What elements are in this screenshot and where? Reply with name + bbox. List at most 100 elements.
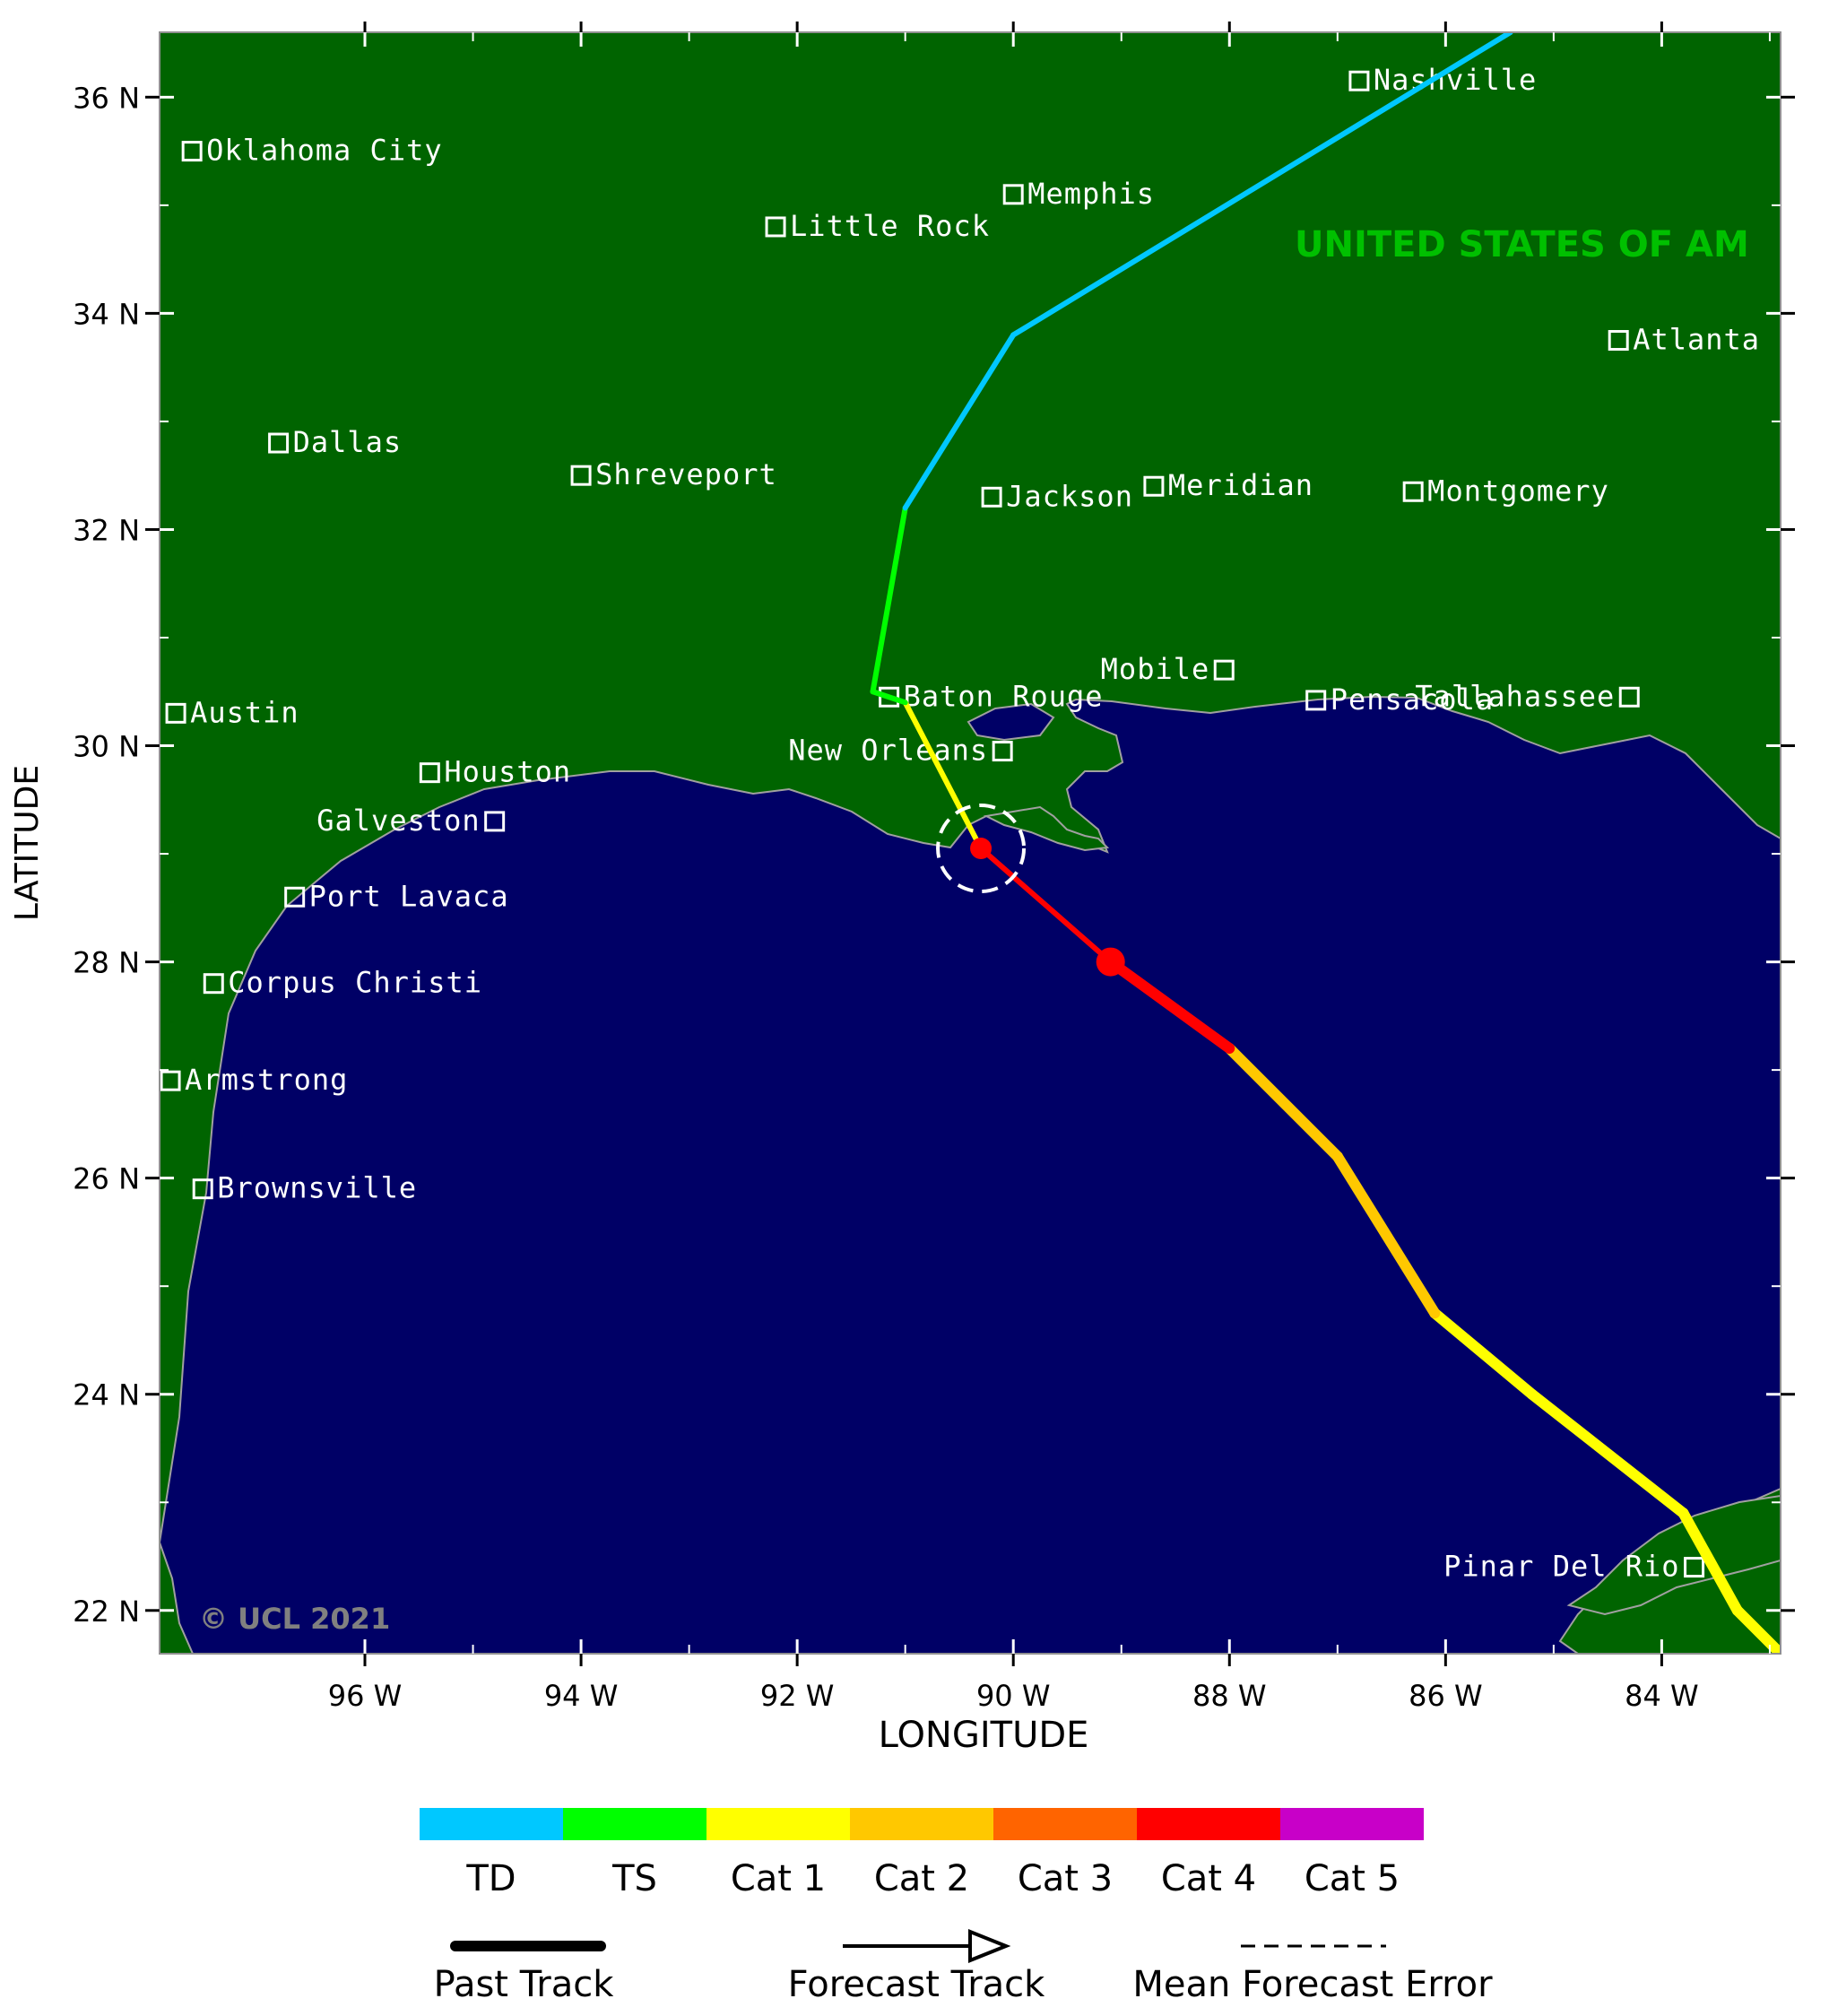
- city-label: Jackson: [1006, 479, 1133, 513]
- mexico-coast: [160, 1542, 195, 1654]
- city-label: Brownsville: [217, 1171, 417, 1205]
- city-marker: Corpus Christi: [203, 966, 482, 1000]
- past-track-segment: [1105, 956, 1235, 1055]
- city-marker: Port Lavaca: [284, 879, 509, 913]
- city-square-icon: [160, 1070, 181, 1091]
- legend-swatch: [1137, 1808, 1280, 1840]
- city-square-icon: [1618, 686, 1640, 708]
- city-marker: Jackson: [981, 479, 1133, 513]
- y-axis-title: LATITUDE: [9, 765, 46, 921]
- city-marker: New Orleans: [788, 734, 1013, 768]
- city-square-icon: [484, 811, 506, 832]
- lat-tick-label: 32 N: [73, 513, 140, 547]
- lon-tick-label: 96 W: [328, 1679, 403, 1713]
- city-marker: Baton Rouge: [879, 679, 1104, 713]
- forecast-position-marker: [970, 838, 993, 860]
- city-label: Atlanta: [1633, 323, 1760, 357]
- lon-tick-label: 84 W: [1625, 1679, 1699, 1713]
- legend-swatch: [850, 1808, 993, 1840]
- map-panel: UNITED STATES OF AM Nashville Oklahoma Ci…: [160, 32, 1781, 1654]
- lon-tick-label: 92 W: [760, 1679, 835, 1713]
- city-label: Oklahoma City: [206, 134, 442, 168]
- city-marker: Armstrong: [160, 1063, 348, 1097]
- lat-tick-label: 30 N: [73, 730, 140, 764]
- legend-label: Cat 3: [1018, 1858, 1113, 1899]
- city-label: Armstrong: [185, 1063, 348, 1097]
- city-label: Mobile: [1101, 652, 1210, 686]
- current-position-marker: [1096, 947, 1125, 977]
- city-square-icon: [1684, 1557, 1705, 1578]
- track-legend: Past Track Forecast Track Mean Forecast …: [434, 1929, 1493, 2005]
- city-label: Austin: [190, 695, 299, 729]
- city-label: New Orleans: [788, 734, 988, 768]
- past-track-segment: [1331, 1151, 1441, 1319]
- city-label: Corpus Christi: [228, 966, 482, 1000]
- city-square-icon: [192, 1178, 213, 1200]
- forecast-arrow-icon: [968, 1929, 1011, 1963]
- city-label: Pensacola: [1331, 682, 1494, 717]
- lon-tick-label: 86 W: [1409, 1679, 1483, 1713]
- city-square-icon: [1213, 659, 1235, 681]
- lat-tick-label: 22 N: [73, 1595, 140, 1629]
- city-label: Port Lavaca: [309, 879, 509, 913]
- city-label: Montgomery: [1427, 474, 1609, 508]
- city-label: Memphis: [1027, 177, 1155, 211]
- lon-tick-label: 88 W: [1192, 1679, 1267, 1713]
- cities-layer: Nashville Oklahoma City Memphis Little Rock…: [160, 63, 1760, 1584]
- city-square-icon: [203, 973, 224, 995]
- city-square-icon: [992, 741, 1013, 762]
- city-marker: Galveston: [316, 804, 506, 838]
- mean-forecast-error-circle: [936, 804, 1027, 894]
- forecast-track-segment: [870, 689, 908, 706]
- forecast-track-segment: [870, 505, 908, 695]
- forecast-track-segment: [1010, 32, 1513, 338]
- past-track-segment: [1429, 1308, 1538, 1400]
- past-track-segment: [1677, 1508, 1743, 1616]
- past-track-label: Past Track: [434, 1964, 615, 2005]
- city-label: Galveston: [316, 804, 480, 838]
- city-marker: Montgomery: [1402, 474, 1609, 508]
- city-label: Houston: [444, 755, 571, 789]
- city-square-icon: [765, 216, 786, 238]
- track-layer: [870, 32, 1781, 1654]
- lon-tick-label: 94 W: [544, 1679, 619, 1713]
- copyright: © UCL 2021: [199, 1602, 390, 1636]
- forecast-track-segment: [978, 846, 1114, 965]
- country-label: UNITED STATES OF AM: [1295, 224, 1749, 265]
- city-marker: Mobile: [1101, 652, 1235, 686]
- city-marker: Brownsville: [192, 1171, 417, 1205]
- city-square-icon: [284, 886, 306, 908]
- x-axis-title: LONGITUDE: [879, 1715, 1089, 1756]
- city-label: Baton Rouge: [904, 679, 1104, 713]
- forecast-track-label: Forecast Track: [788, 1964, 1045, 2005]
- past-track-segment: [1224, 1043, 1343, 1162]
- legend-swatch: [420, 1808, 563, 1840]
- city-marker: Oklahoma City: [181, 134, 442, 168]
- legend-swatch: [563, 1808, 706, 1840]
- city-square-icon: [1002, 184, 1024, 205]
- lon-tick-label: 90 W: [976, 1679, 1051, 1713]
- city-marker: Nashville: [1348, 63, 1536, 97]
- city-marker: Tallahassee: [1415, 679, 1640, 713]
- legend-swatch: [1280, 1808, 1424, 1840]
- axes-layer: 36 N 34 N 32 N 30 N 28 N 26 N 24 N 22 N 96 W 94 W…: [73, 22, 1795, 1720]
- city-square-icon: [879, 686, 900, 708]
- legend: TD TS Cat 1 Cat 2 Cat 3 Cat 4 Cat 5: [420, 1808, 1424, 1899]
- legend-label: TD: [465, 1858, 516, 1899]
- city-label: Little Rock: [790, 209, 990, 243]
- city-label: Dallas: [293, 425, 403, 459]
- mean-error-label: Mean Forecast Error: [1132, 1964, 1493, 2005]
- legend-label: TS: [611, 1858, 657, 1899]
- lake-pontchartrain: [967, 702, 1055, 742]
- lat-tick-label: 34 N: [73, 297, 140, 331]
- louisiana-delta: [983, 805, 1110, 852]
- legend-label: Cat 2: [874, 1858, 969, 1899]
- forecast-track-segment: [902, 700, 984, 852]
- legend-swatch: [993, 1808, 1137, 1840]
- city-square-icon: [1608, 330, 1629, 352]
- city-square-icon: [1143, 475, 1165, 497]
- city-square-icon: [181, 141, 203, 162]
- lat-tick-label: 24 N: [73, 1378, 140, 1412]
- legend-swatch: [706, 1808, 850, 1840]
- city-marker: Meridian: [1143, 468, 1313, 502]
